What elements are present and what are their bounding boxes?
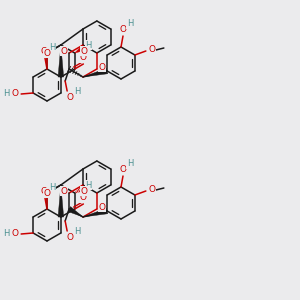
Text: O: O (12, 230, 19, 238)
Text: O: O (81, 46, 88, 56)
Text: O: O (67, 92, 73, 101)
Text: O: O (40, 188, 47, 196)
Text: O: O (98, 202, 105, 211)
Polygon shape (83, 208, 108, 217)
Text: O: O (61, 46, 68, 56)
Text: H: H (3, 89, 9, 98)
Text: O: O (119, 25, 127, 34)
Text: O: O (119, 164, 127, 173)
Text: O: O (98, 62, 105, 71)
Polygon shape (68, 207, 83, 217)
Text: O: O (40, 47, 47, 56)
Text: H: H (3, 230, 9, 238)
Text: H: H (85, 40, 92, 50)
Text: O: O (67, 232, 73, 242)
Text: O: O (80, 53, 87, 62)
Polygon shape (83, 68, 108, 77)
Text: O: O (80, 194, 87, 202)
Text: H: H (49, 182, 55, 191)
Polygon shape (58, 45, 64, 77)
Text: O: O (148, 46, 155, 55)
Text: H: H (74, 88, 80, 97)
Text: H: H (85, 181, 92, 190)
Text: O: O (44, 49, 50, 58)
Text: O: O (44, 188, 50, 197)
Text: O: O (81, 187, 88, 196)
Text: H: H (49, 43, 55, 52)
Text: H: H (74, 227, 80, 236)
Polygon shape (75, 46, 85, 53)
Text: O: O (61, 187, 68, 196)
Text: O: O (12, 89, 19, 98)
Text: H: H (127, 20, 133, 28)
Text: H: H (127, 160, 133, 169)
Text: O: O (148, 185, 155, 194)
Polygon shape (58, 185, 64, 217)
